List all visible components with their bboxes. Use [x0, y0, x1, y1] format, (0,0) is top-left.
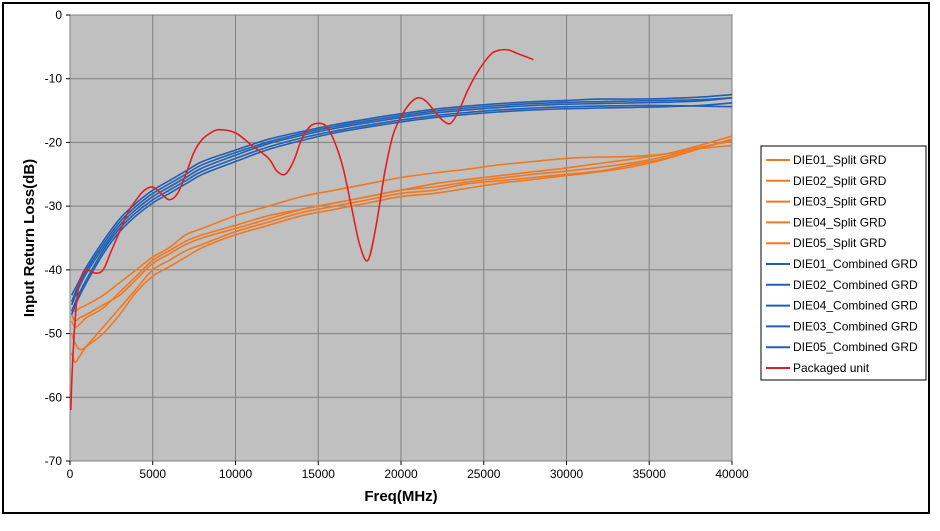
- x-tick-label: 0: [67, 467, 74, 481]
- series-line-die03-split-grd: [70, 138, 732, 364]
- y-tick-label: -20: [45, 135, 63, 149]
- legend: DIE01_Split GRD DIE02_Split GRD DIE03_Spli…: [760, 145, 927, 381]
- legend-label-die05-split-grd: DIE05_Split GRD: [793, 236, 887, 250]
- x-tick-label: 10000: [219, 467, 253, 481]
- x-tick-label: 20000: [384, 467, 418, 481]
- series-line-die04-split-grd: [70, 140, 732, 329]
- legend-label-die04-split-grd: DIE04_Split GRD: [793, 215, 887, 229]
- x-tick-label: 5000: [139, 467, 166, 481]
- chart-svg: 0 5000 10000 15000 20000 25000 30000 35000 40000…: [21, 8, 927, 505]
- grid-lines: [69, 14, 733, 462]
- series-line-die02-combined-grd: [70, 97, 732, 306]
- legend-label-die04-combined-grd: DIE04_Combined GRD: [793, 299, 918, 313]
- legend-label-packaged-unit: Packaged unit: [793, 361, 870, 375]
- y-tick-label: 0: [55, 8, 62, 22]
- series-layer: [70, 48, 732, 411]
- y-tick-label: -50: [45, 327, 63, 341]
- series-line-die01-combined-grd: [70, 93, 732, 296]
- x-tick-label: 25000: [467, 467, 501, 481]
- y-tick-label: -40: [45, 263, 63, 277]
- legend-label-die01-split-grd: DIE01_Split GRD: [793, 153, 887, 167]
- series-line-die03-combined-grd: [70, 97, 732, 303]
- y-tick-label: -70: [45, 454, 63, 468]
- tick-labels: 0 5000 10000 15000 20000 25000 30000 35000 40000…: [45, 8, 749, 481]
- x-tick-label: 35000: [633, 467, 667, 481]
- legend-label-die02-split-grd: DIE02_Split GRD: [793, 174, 887, 188]
- chart-frame: 0 5000 10000 15000 20000 25000 30000 35000 40000…: [2, 2, 930, 514]
- y-tick-label: -30: [45, 199, 63, 213]
- legend-label-die03-combined-grd: DIE03_Combined GRD: [793, 319, 918, 333]
- legend-label-die01-combined-grd: DIE01_Combined GRD: [793, 257, 918, 271]
- x-tick-label: 30000: [550, 467, 584, 481]
- series-line-packaged-unit: [70, 48, 534, 411]
- legend-label-die03-split-grd: DIE03_Split GRD: [793, 195, 887, 209]
- series-line-die05-split-grd: [71, 144, 732, 313]
- legend-label-die05-combined-grd: DIE05_Combined GRD: [793, 340, 918, 354]
- y-axis-title: Input Return Loss(dB): [21, 159, 38, 317]
- x-tick-label: 40000: [715, 467, 749, 481]
- y-tick-label: -60: [45, 390, 63, 404]
- x-axis-title: Freq(MHz): [364, 488, 437, 505]
- x-tick-label: 15000: [302, 467, 336, 481]
- y-tick-label: -10: [45, 72, 63, 86]
- legend-label-die02-combined-grd: DIE02_Combined GRD: [793, 278, 918, 292]
